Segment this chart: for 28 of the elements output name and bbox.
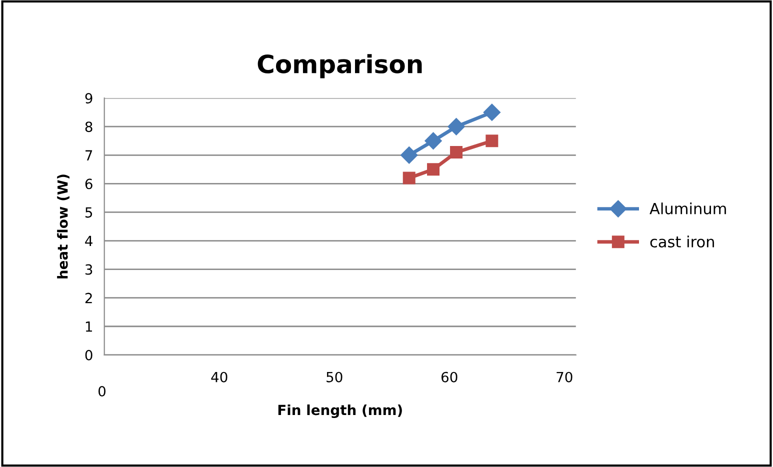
y-tick-label: 7 bbox=[86, 150, 92, 160]
chart-title: Comparison bbox=[258, 54, 422, 78]
y-tick-label: 5 bbox=[85, 207, 92, 218]
legend-label: cast iron bbox=[650, 236, 714, 248]
y-axis-title: heat flow (W) bbox=[57, 174, 70, 278]
y-tick-label: 8 bbox=[85, 122, 92, 132]
y-tick-label: 6 bbox=[85, 178, 92, 190]
y-tick-label: 9 bbox=[85, 93, 92, 104]
point bbox=[448, 118, 465, 136]
x-tick-label: 50 bbox=[326, 372, 342, 382]
x-tick-label: 70 bbox=[556, 372, 572, 382]
y-tick-label: 2 bbox=[85, 292, 92, 304]
text: 0 bbox=[98, 386, 106, 396]
point bbox=[402, 172, 416, 184]
point bbox=[450, 146, 463, 159]
y-tick-label: 0 bbox=[85, 350, 92, 360]
x-tick-label: 60 bbox=[442, 372, 458, 382]
y-tick-label: 4 bbox=[85, 236, 92, 246]
point bbox=[483, 104, 500, 121]
legend-label: Aluminum bbox=[650, 202, 726, 214]
point bbox=[400, 146, 418, 164]
point bbox=[424, 132, 442, 150]
point bbox=[486, 134, 498, 148]
y-tick-label: 3 bbox=[85, 264, 92, 275]
x-axis-title: Fin length (mm) bbox=[278, 404, 402, 418]
x-tick-label: 40 bbox=[211, 372, 228, 382]
point bbox=[427, 163, 440, 176]
y-tick-label: 1 bbox=[86, 322, 92, 332]
